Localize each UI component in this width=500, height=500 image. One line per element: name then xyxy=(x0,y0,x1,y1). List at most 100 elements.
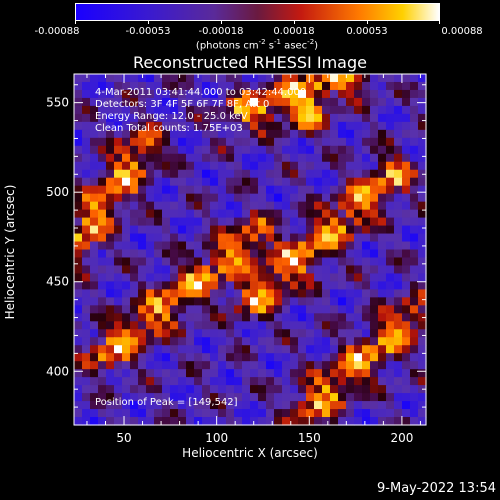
heatmap-cell xyxy=(402,417,411,426)
heatmap-cell xyxy=(234,161,243,171)
heatmap-cell xyxy=(266,177,275,187)
heatmap-cell xyxy=(74,417,83,426)
heatmap-cell xyxy=(218,177,227,187)
heatmap-cell xyxy=(234,353,243,362)
heatmap-cell xyxy=(154,377,163,386)
heatmap-cell xyxy=(330,161,339,171)
heatmap-cell xyxy=(138,281,147,290)
heatmap-cell xyxy=(250,369,259,378)
heatmap-cell xyxy=(186,177,195,187)
heatmap-cell xyxy=(338,201,347,211)
heatmap-cell xyxy=(82,257,91,267)
heatmap-cell xyxy=(154,177,163,187)
heatmap-cell xyxy=(346,345,355,354)
heatmap-cell xyxy=(106,209,115,219)
heatmap-cell xyxy=(90,161,99,171)
heatmap-cell xyxy=(314,113,323,123)
heatmap-cell xyxy=(210,353,219,362)
heatmap-cell xyxy=(242,185,251,195)
heatmap-cell xyxy=(378,321,387,330)
heatmap-cell xyxy=(338,321,347,330)
heatmap-cell xyxy=(266,377,275,386)
heatmap-cell xyxy=(234,185,243,195)
heatmap-cell xyxy=(362,113,371,123)
heatmap-cell xyxy=(106,369,115,378)
heatmap-cell xyxy=(98,169,107,179)
heatmap-cell xyxy=(338,129,347,139)
heatmap-cell xyxy=(418,225,427,235)
heatmap-cell xyxy=(266,217,275,227)
heatmap-cell xyxy=(314,361,323,370)
heatmap-cell xyxy=(394,121,403,131)
heatmap-cell xyxy=(282,105,291,115)
heatmap-cell xyxy=(194,177,203,187)
heatmap-cell xyxy=(346,241,355,251)
heatmap-cell xyxy=(418,137,427,147)
heatmap-cell xyxy=(226,81,235,91)
heatmap-cell xyxy=(82,273,91,283)
heatmap-cell xyxy=(186,225,195,235)
heatmap-cell xyxy=(202,145,211,155)
heatmap-cell xyxy=(418,185,427,195)
heatmap-cell xyxy=(274,361,283,370)
heatmap-cell xyxy=(226,177,235,187)
heatmap-cell xyxy=(122,209,131,219)
heatmap-cell xyxy=(298,265,307,275)
heatmap-cell xyxy=(330,305,339,314)
heatmap-cell xyxy=(146,113,155,123)
heatmap-cell xyxy=(114,265,123,275)
heatmap-cell xyxy=(106,113,115,123)
heatmap-cell xyxy=(274,177,283,187)
heatmap-cell xyxy=(130,417,139,426)
heatmap-cell xyxy=(306,265,315,275)
heatmap-cell xyxy=(410,81,419,91)
heatmap-cell xyxy=(354,393,363,402)
heatmap-cell xyxy=(330,209,339,219)
heatmap-cell xyxy=(106,153,115,163)
heatmap-cell xyxy=(354,377,363,386)
heatmap-cell xyxy=(370,217,379,227)
heatmap-cell xyxy=(266,417,275,426)
heatmap-cell xyxy=(338,297,347,306)
heatmap-cell xyxy=(138,185,147,195)
heatmap-cell xyxy=(378,217,387,227)
heatmap-cell xyxy=(282,113,291,123)
heatmap-cell xyxy=(98,305,107,314)
heatmap-cell xyxy=(242,249,251,259)
heatmap-cell xyxy=(226,89,235,99)
heatmap-cell xyxy=(242,409,251,418)
heatmap-cell xyxy=(402,313,411,322)
heatmap-cell xyxy=(290,89,299,99)
heatmap-cell xyxy=(162,393,171,402)
heatmap-cell xyxy=(330,225,339,235)
heatmap-cell xyxy=(370,241,379,251)
heatmap-cell xyxy=(98,137,107,147)
heatmap-cell xyxy=(410,177,419,187)
heatmap-cell xyxy=(202,201,211,211)
heatmap-cell xyxy=(274,105,283,115)
heatmap-cell xyxy=(298,313,307,322)
heatmap-cell xyxy=(410,225,419,235)
heatmap-cell xyxy=(178,297,187,306)
heatmap-cell xyxy=(354,217,363,227)
heatmap-cell xyxy=(98,89,107,99)
heatmap-cell xyxy=(402,353,411,362)
colorbar-tick xyxy=(221,20,222,24)
heatmap-cell xyxy=(98,193,107,203)
heatmap-cell xyxy=(362,177,371,187)
heatmap-cell xyxy=(282,249,291,259)
heatmap-cell xyxy=(114,177,123,187)
heatmap-cell xyxy=(202,241,211,251)
heatmap-cell xyxy=(258,129,267,139)
heatmap-cell xyxy=(154,313,163,322)
heatmap-cell xyxy=(282,193,291,203)
heatmap-cell xyxy=(338,105,347,115)
heatmap-cell xyxy=(322,385,331,394)
heatmap-cell xyxy=(338,169,347,179)
heatmap-cell xyxy=(74,337,83,346)
heatmap-cell xyxy=(410,393,419,402)
heatmap-cell xyxy=(346,177,355,187)
heatmap-cell xyxy=(346,337,355,346)
heatmap-cell xyxy=(138,393,147,402)
heatmap-cell xyxy=(314,337,323,346)
